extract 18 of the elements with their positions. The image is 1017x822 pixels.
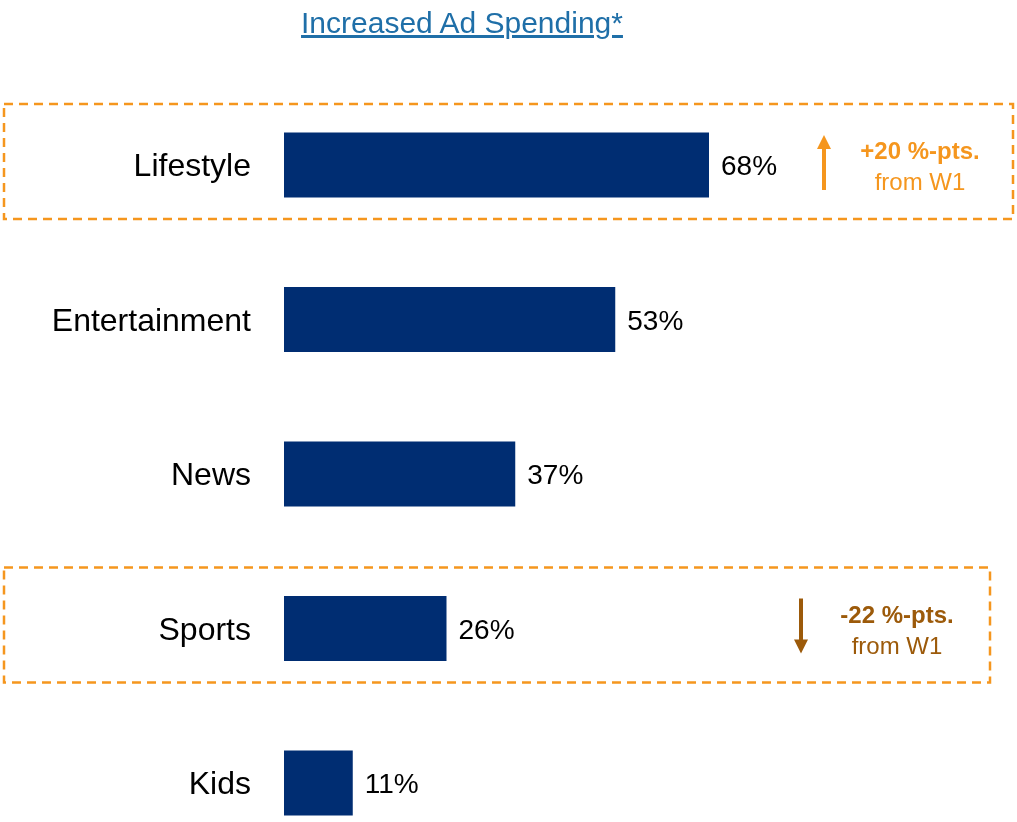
data-label: 37% [527,459,584,490]
data-label: 26% [458,613,515,645]
y-tick-label: News [170,456,251,492]
bar [284,596,447,661]
bar [284,132,709,198]
data-label: 68% [721,150,778,181]
chart-title: Increased Ad Spending* [301,6,624,39]
y-tick-label: Entertainment [51,301,252,338]
y-tick-label: Lifestyle [133,147,251,183]
text: -22 %-pts. from W1 [840,600,954,659]
bar [284,750,353,816]
bar [284,441,516,507]
bar [284,287,616,352]
text: +20 %-pts. from W1 [860,137,980,195]
y-tick-label: Sports [158,610,251,647]
data-label: 53% [627,304,684,336]
data-label: 11% [364,768,419,799]
y-tick-label: Kids [188,765,251,801]
